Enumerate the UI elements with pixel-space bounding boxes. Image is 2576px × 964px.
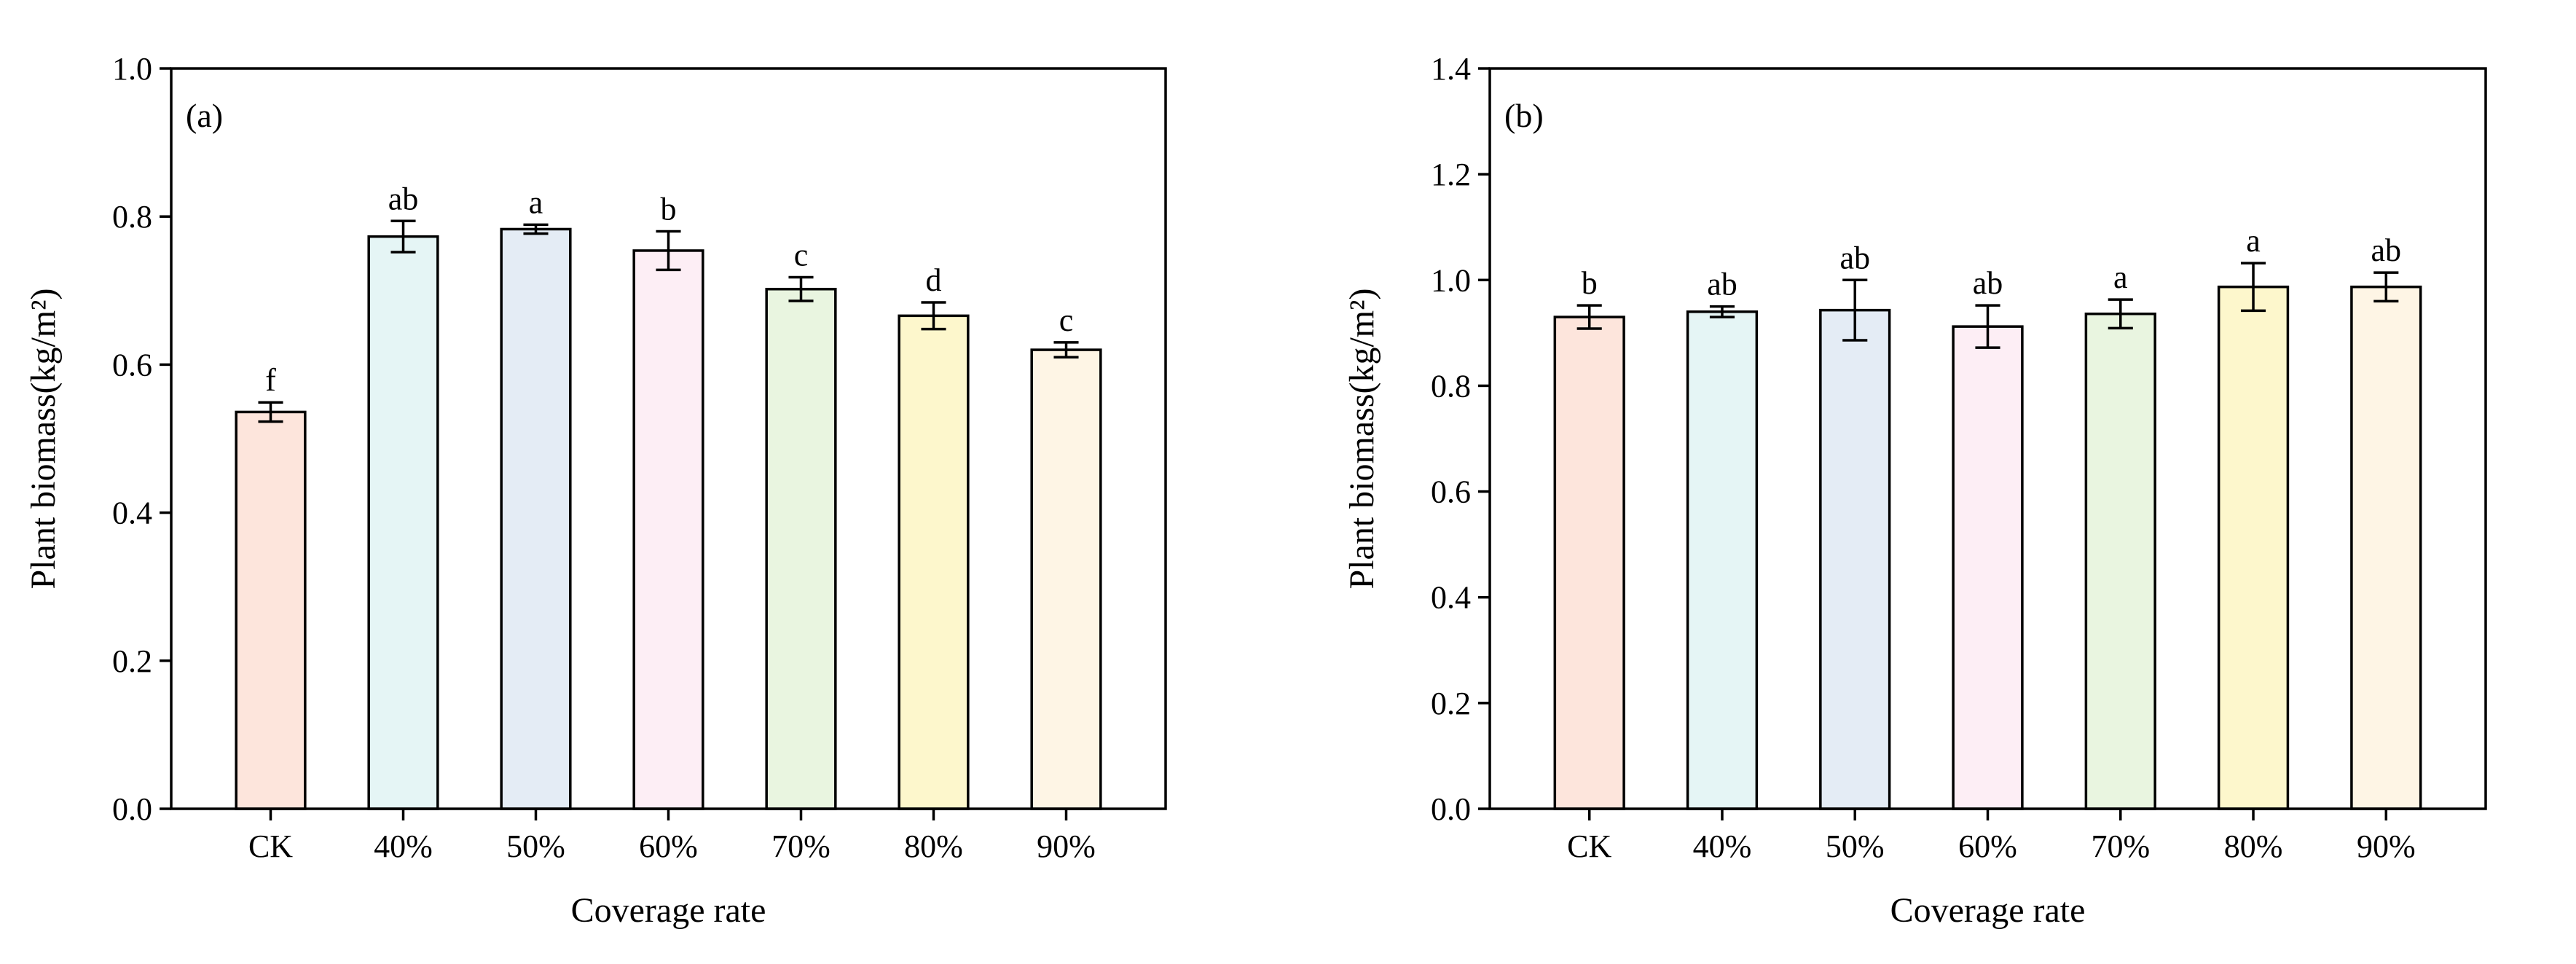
x-tick-label: CK	[1567, 828, 1611, 864]
x-axis-title: Coverage rate	[571, 891, 766, 930]
x-tick-label: 80%	[904, 828, 963, 864]
error-bar-90%	[1053, 341, 1079, 358]
bar-90%	[2350, 285, 2422, 810]
y-tick-label: 0.6	[112, 347, 152, 383]
error-bar-60%	[1975, 304, 2000, 349]
bar-60%	[1952, 325, 2024, 810]
bar-60%	[632, 249, 704, 810]
significance-letter: ab	[388, 181, 419, 216]
x-tick-label: 90%	[2357, 828, 2416, 864]
error-bar-90%	[2373, 271, 2399, 303]
x-tick-label: 90%	[1037, 828, 1096, 864]
y-tick-label: 1.0	[112, 51, 152, 87]
x-tick-label: 40%	[1693, 828, 1752, 864]
y-tick-label: 0.8	[1431, 368, 1471, 404]
bar-80%	[898, 314, 970, 810]
chart-panel-b: b ab ab ab a a ab 0.0 0.2 0.4 0.6 0.8 1.0 1.2 1.4 CK 40%…	[1343, 51, 2487, 930]
panel-label: (b)	[1504, 97, 1544, 134]
error-bar-CK	[258, 401, 283, 423]
error-bar-70%	[788, 275, 814, 302]
x-tick-label: 40%	[374, 828, 433, 864]
significance-letter: ab	[1839, 240, 1870, 275]
significance-letter: a	[529, 184, 543, 220]
bar-80%	[2217, 285, 2290, 810]
significance-letter: c	[794, 238, 809, 273]
y-axis-title: Plant biomass(kg/m²)	[1343, 288, 1381, 589]
significance-letter: d	[926, 262, 942, 298]
error-bar-80%	[921, 301, 946, 331]
error-bar-60%	[656, 230, 681, 272]
significance-letter: c	[1059, 302, 1074, 338]
bar-50%	[1819, 308, 1891, 810]
error-bar-50%	[523, 223, 549, 235]
bar-40%	[367, 235, 439, 810]
bar-CK	[1553, 316, 1625, 810]
significance-letter: ab	[2371, 232, 2402, 268]
error-bar-80%	[2240, 262, 2266, 313]
bar-CK	[235, 410, 307, 810]
panel-label: (a)	[186, 97, 223, 134]
error-bar-50%	[1842, 278, 1868, 342]
significance-letter: a	[2113, 259, 2128, 295]
y-tick-label: 0.2	[1431, 686, 1471, 721]
y-tick-label: 1.0	[1431, 262, 1471, 298]
bar-70%	[765, 288, 837, 810]
x-tick-label: 80%	[2224, 828, 2283, 864]
x-tick-label: 70%	[771, 828, 830, 864]
y-tick-label: 0.2	[112, 643, 152, 679]
x-tick-label: 60%	[639, 828, 698, 864]
significance-letter: ab	[1973, 265, 2003, 301]
bar-50%	[500, 227, 572, 810]
bar-70%	[2084, 312, 2156, 810]
x-tick-label: CK	[248, 828, 293, 864]
significance-letter: b	[1582, 265, 1598, 301]
y-tick-label: 0.8	[112, 199, 152, 235]
x-tick-label: 50%	[1826, 828, 1885, 864]
y-tick-label: 1.4	[1431, 51, 1471, 87]
x-tick-label: 70%	[2091, 828, 2150, 864]
bar-90%	[1030, 348, 1102, 810]
y-tick-label: 0.0	[1431, 791, 1471, 827]
significance-letter: a	[2246, 223, 2261, 259]
y-tick-label: 1.2	[1431, 157, 1471, 192]
significance-letter: f	[265, 362, 276, 398]
x-tick-label: 60%	[1958, 828, 2017, 864]
y-tick-label: 0.0	[112, 791, 152, 827]
y-tick-label: 0.4	[1431, 580, 1471, 616]
y-tick-label: 0.6	[1431, 474, 1471, 510]
significance-letter: b	[661, 192, 677, 227]
error-bar-40%	[1709, 305, 1735, 318]
bar-40%	[1686, 310, 1759, 810]
x-tick-label: 50%	[506, 828, 565, 864]
y-tick-label: 0.4	[112, 495, 152, 531]
significance-letter: ab	[1707, 267, 1737, 302]
y-axis-title: Plant biomass(kg/m²)	[24, 288, 63, 589]
x-axis-title: Coverage rate	[1890, 891, 2086, 930]
error-bar-70%	[2108, 298, 2133, 330]
error-bar-CK	[1576, 304, 1602, 330]
error-bar-40%	[390, 219, 416, 254]
